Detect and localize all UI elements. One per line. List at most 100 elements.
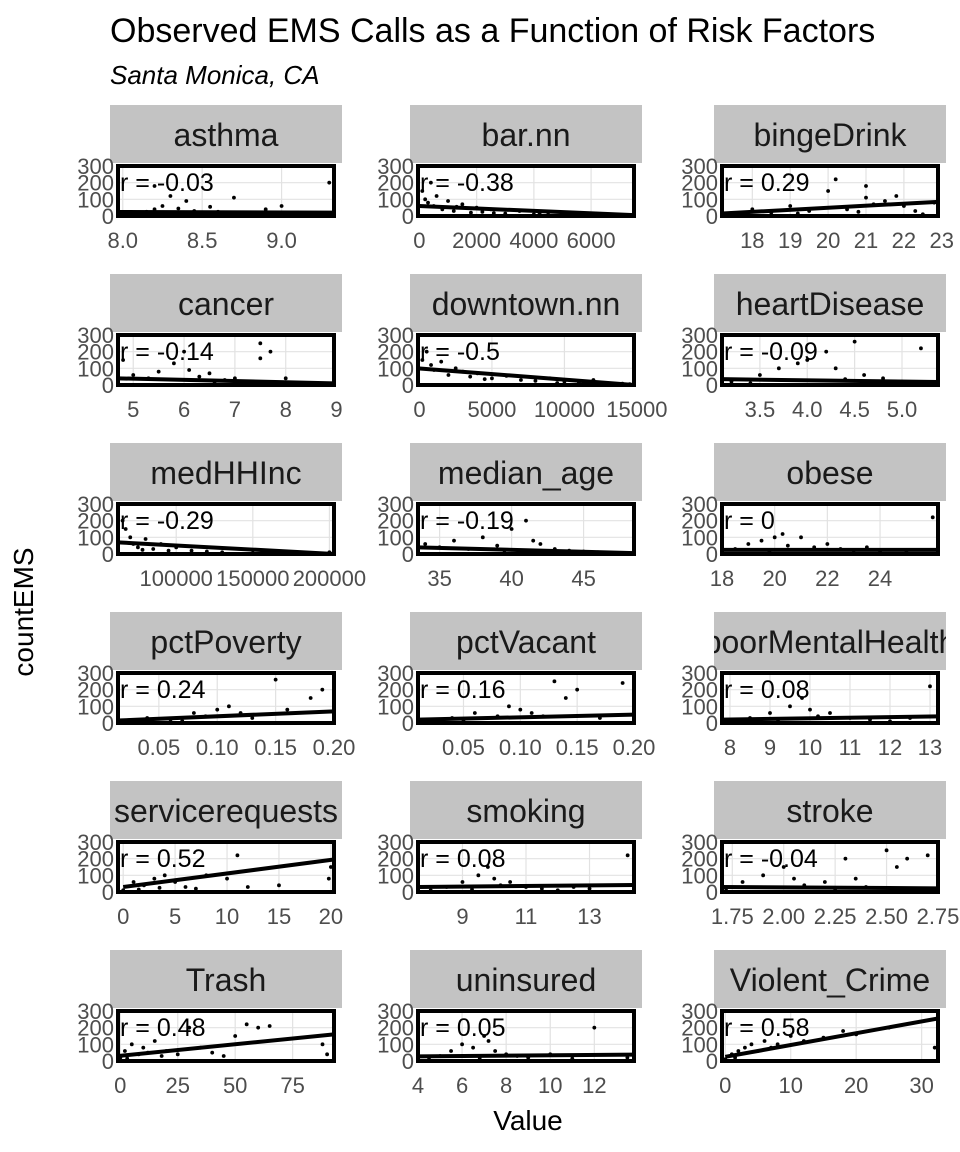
data-point [925, 853, 930, 858]
data-point [452, 538, 456, 543]
y-tick-label: 100 [681, 1032, 718, 1057]
x-tick-label: 5 [169, 904, 181, 929]
correlation-label: r = 0.52 [120, 845, 205, 873]
data-point [587, 886, 592, 891]
x-tick-label: 18 [740, 228, 764, 253]
x-tick-label: 2.75 [917, 904, 960, 929]
data-point [529, 711, 534, 715]
data-point [258, 356, 263, 361]
facet-gridlines [118, 335, 334, 385]
y-tick-label: 300 [681, 323, 718, 348]
facet-label: servicerequests [114, 793, 338, 829]
x-tick-label: 0 [413, 228, 425, 253]
y-tick-label: 100 [681, 694, 718, 719]
correlation-label: r = 0.58 [724, 1014, 809, 1042]
data-point [283, 376, 288, 381]
y-tick-label: 300 [377, 323, 414, 348]
x-tick-label: 25 [166, 1073, 190, 1098]
data-point [884, 848, 889, 853]
data-point [268, 349, 273, 354]
x-tick-label: 6000 [567, 228, 616, 253]
panel-border [416, 1009, 636, 1063]
y-tick-label: 300 [77, 661, 114, 686]
facet-strip [714, 781, 946, 839]
y-tick-label: 200 [77, 1016, 114, 1041]
data-point [822, 880, 827, 884]
fit-line [118, 709, 334, 723]
data-point [157, 885, 162, 890]
data-point [187, 368, 192, 372]
x-tick-label: 0 [719, 1073, 731, 1098]
x-tick-label: 0.20 [313, 735, 356, 760]
y-tick-label: 200 [377, 1016, 414, 1041]
y-tick-label: 300 [377, 492, 414, 517]
y-tick-label: 100 [77, 525, 114, 550]
y-tick-label: 100 [77, 694, 114, 719]
data-point [215, 707, 220, 712]
data-point [563, 696, 568, 700]
correlation-label: r = -0.29 [120, 507, 214, 535]
data-point [151, 547, 156, 551]
data-point [308, 696, 313, 700]
x-tick-label: 11 [839, 735, 862, 760]
x-tick-label: 10 [798, 735, 822, 760]
data-point [141, 1045, 146, 1050]
data-point [128, 535, 133, 540]
y-tick-label: 300 [681, 154, 718, 179]
fit-line [722, 199, 938, 216]
data-point [575, 687, 580, 692]
y-tick-label: 0 [102, 880, 114, 905]
x-tick-label: 9 [330, 397, 342, 422]
data-point [121, 358, 125, 362]
data-point [129, 1042, 134, 1047]
facet-label: pctVacant [456, 624, 596, 660]
facet-gridlines [118, 166, 334, 216]
data-point [928, 684, 932, 689]
y-tick-label: 0 [706, 1049, 718, 1074]
data-point [808, 707, 812, 712]
facet-label: Trash [186, 962, 267, 998]
data-point [208, 204, 213, 209]
data-point [451, 209, 456, 213]
x-tick-label: 9.0 [266, 228, 297, 253]
facet-label: asthma [174, 117, 279, 153]
data-point [159, 1054, 164, 1058]
facet-strip [714, 105, 946, 163]
y-tick-label: 200 [77, 509, 114, 534]
data-point [273, 677, 278, 682]
x-tick-label: 150000 [216, 566, 289, 591]
data-point [472, 711, 477, 715]
fit-line [722, 714, 938, 722]
data-point [740, 880, 745, 884]
data-point [495, 543, 500, 548]
fit-line [118, 1032, 334, 1058]
x-tick-label: 4.5 [839, 397, 870, 422]
x-tick-label: 3.5 [745, 397, 776, 422]
data-point [197, 374, 202, 379]
data-point [120, 518, 125, 523]
y-tick-label: 0 [706, 373, 718, 398]
facet-strip [410, 781, 642, 839]
fit-line [418, 366, 634, 385]
facet-points [118, 341, 334, 385]
x-tick-label: 8 [500, 1073, 512, 1098]
x-tick-label: 5.0 [887, 397, 918, 422]
x-tick-label: 0 [114, 1073, 126, 1098]
data-point [423, 197, 428, 202]
x-tick-label: 0 [117, 904, 129, 929]
y-tick-label: 300 [377, 661, 414, 686]
data-point [182, 349, 186, 354]
x-tick-label: 13 [577, 904, 601, 929]
facet-label: median_age [438, 455, 614, 491]
facet-points [722, 177, 938, 216]
data-point [225, 876, 229, 881]
facet-label: medHHInc [150, 455, 301, 491]
data-point [320, 687, 325, 692]
x-tick-label: 0.20 [613, 735, 656, 760]
x-tick-label: 0.10 [196, 735, 239, 760]
x-tick-label: 10000 [534, 397, 595, 422]
panel-border [720, 164, 940, 218]
data-point [538, 542, 543, 546]
